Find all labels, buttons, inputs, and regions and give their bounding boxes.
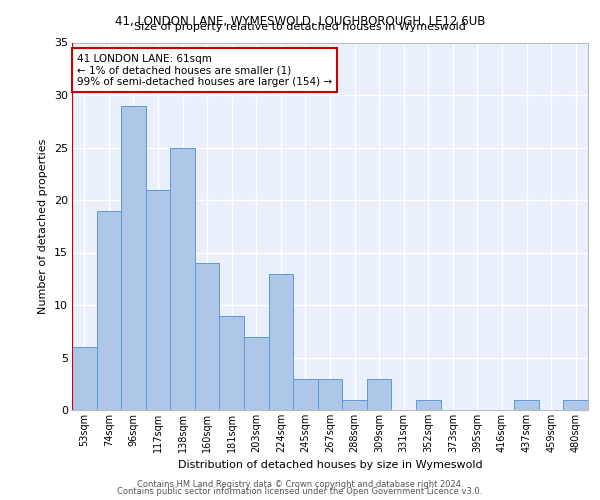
Y-axis label: Number of detached properties: Number of detached properties — [38, 138, 48, 314]
Bar — [367, 378, 391, 410]
Text: 41, LONDON LANE, WYMESWOLD, LOUGHBOROUGH, LE12 6UB: 41, LONDON LANE, WYMESWOLD, LOUGHBOROUGH… — [115, 15, 485, 28]
Bar — [563, 400, 588, 410]
Text: Contains public sector information licensed under the Open Government Licence v3: Contains public sector information licen… — [118, 487, 482, 496]
Bar — [244, 336, 269, 410]
Bar — [195, 263, 220, 410]
Text: 41 LONDON LANE: 61sqm
← 1% of detached houses are smaller (1)
99% of semi-detach: 41 LONDON LANE: 61sqm ← 1% of detached h… — [77, 54, 332, 86]
Bar — [220, 316, 244, 410]
Bar — [146, 190, 170, 410]
X-axis label: Distribution of detached houses by size in Wymeswold: Distribution of detached houses by size … — [178, 460, 482, 470]
Bar — [170, 148, 195, 410]
Bar — [416, 400, 440, 410]
Bar — [269, 274, 293, 410]
Bar — [121, 106, 146, 410]
Text: Size of property relative to detached houses in Wymeswold: Size of property relative to detached ho… — [134, 22, 466, 32]
Bar — [318, 378, 342, 410]
Text: Contains HM Land Registry data © Crown copyright and database right 2024.: Contains HM Land Registry data © Crown c… — [137, 480, 463, 489]
Bar — [97, 210, 121, 410]
Bar — [342, 400, 367, 410]
Bar — [514, 400, 539, 410]
Bar — [72, 347, 97, 410]
Bar — [293, 378, 318, 410]
